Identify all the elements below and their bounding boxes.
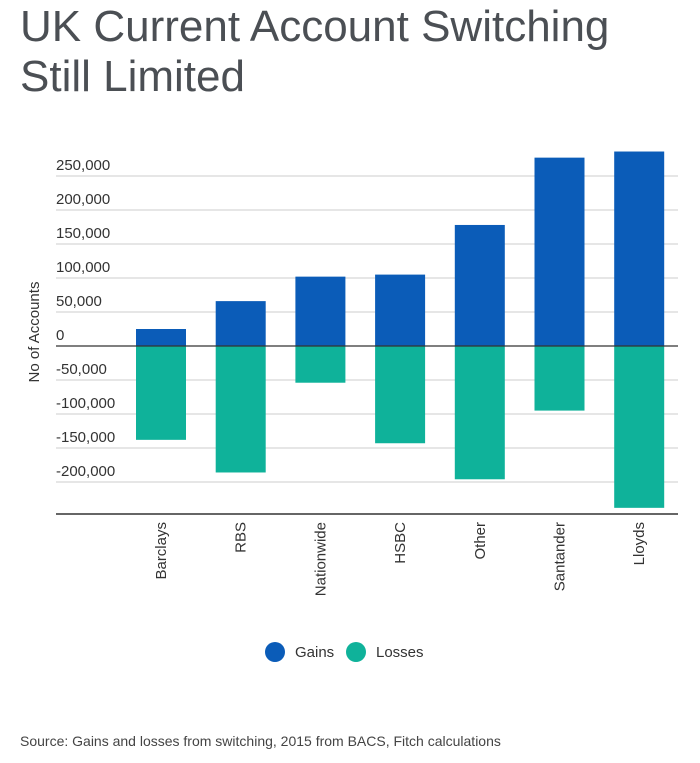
bar-losses-santander xyxy=(534,346,585,411)
bar-losses-hsbc xyxy=(375,346,426,444)
chart-title: UK Current Account Switching Still Limit… xyxy=(20,2,680,102)
x-category-label: Other xyxy=(472,522,489,560)
legend-swatch-losses xyxy=(346,642,366,662)
y-tick-label: 250,000 xyxy=(56,157,110,174)
x-category-label: Nationwide xyxy=(312,522,329,596)
bar-losses-nationwide xyxy=(295,346,346,383)
bar-gains-hsbc xyxy=(375,274,426,346)
y-tick-label: 100,000 xyxy=(56,259,110,276)
y-tick-label: 150,000 xyxy=(56,225,110,242)
y-tick-label: 50,000 xyxy=(56,293,102,310)
title-line-2: Still Limited xyxy=(20,52,245,101)
legend-swatch-gains xyxy=(265,642,285,662)
bar-losses-rbs xyxy=(215,346,266,473)
source-note: Source: Gains and losses from switching,… xyxy=(20,733,501,749)
y-tick-label: -50,000 xyxy=(56,361,107,378)
bar-gains-nationwide xyxy=(295,276,346,346)
bar-losses-other xyxy=(454,346,505,480)
bar-losses-barclays xyxy=(136,346,186,440)
x-category-label: RBS xyxy=(233,522,250,553)
y-tick-label: -200,000 xyxy=(56,463,115,480)
legend-label-gains: Gains xyxy=(295,644,334,661)
y-axis-label: No of Accounts xyxy=(26,282,43,383)
bar-gains-barclays xyxy=(136,329,186,346)
bar-losses-lloyds xyxy=(614,346,665,508)
bar-gains-rbs xyxy=(215,301,266,346)
y-tick-label: -100,000 xyxy=(56,395,115,412)
bar-gains-santander xyxy=(534,157,585,346)
y-tick-label: 0 xyxy=(56,327,64,344)
bar-gains-other xyxy=(454,224,505,346)
x-category-label: HSBC xyxy=(392,522,409,564)
y-tick-label: 200,000 xyxy=(56,191,110,208)
x-category-label: Santander xyxy=(552,522,569,591)
x-category-label: Lloyds xyxy=(631,522,648,565)
title-line-1: UK Current Account Switching xyxy=(20,2,610,51)
bar-gains-lloyds xyxy=(614,151,665,346)
legend-label-losses: Losses xyxy=(376,644,424,661)
x-category-label: Barclays xyxy=(153,522,170,580)
y-tick-label: -150,000 xyxy=(56,429,115,446)
bar-chart: 250,000 200,000 150,000 100,000 50,000 0 -50,0… xyxy=(26,151,678,662)
